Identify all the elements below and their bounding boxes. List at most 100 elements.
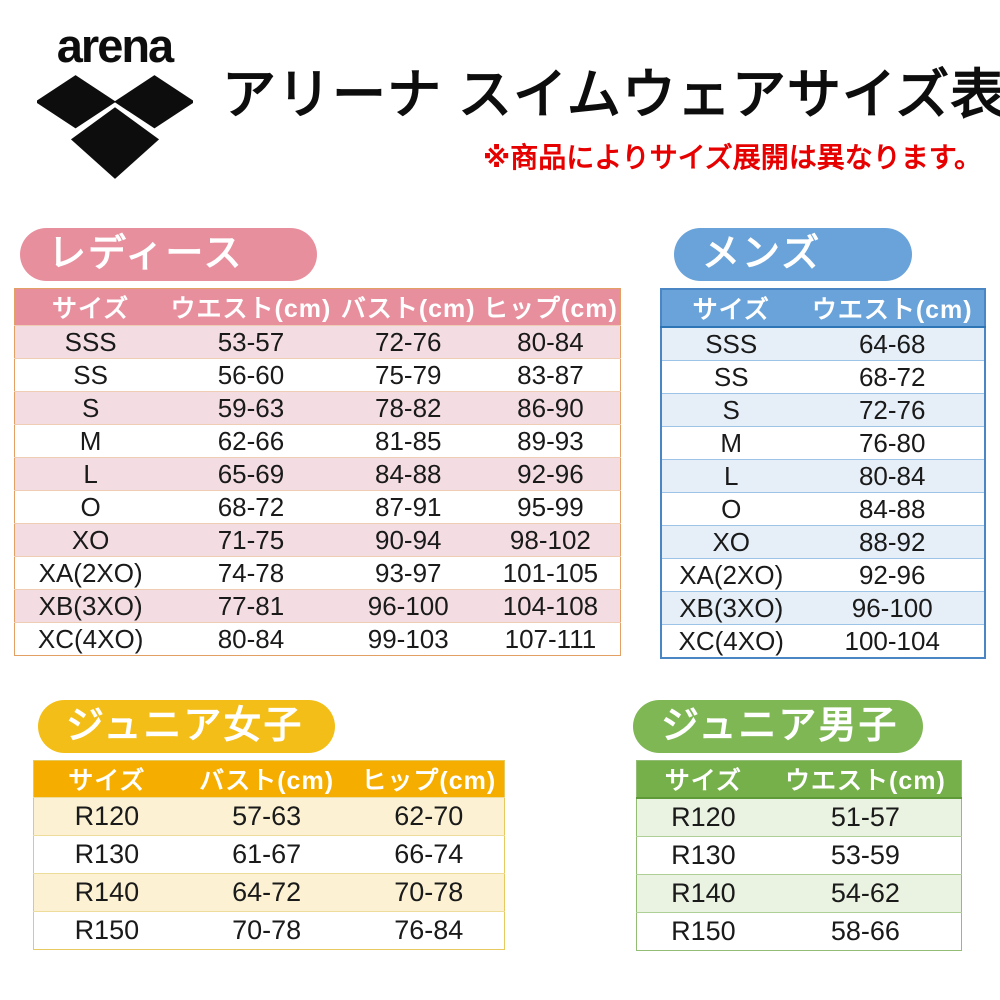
table-cell: 56-60 <box>166 358 336 392</box>
table-row: XB(3XO) 77-81 96-100 104-108 <box>14 589 621 623</box>
table-cell: M <box>661 426 801 460</box>
table-cell: 66-74 <box>353 835 505 874</box>
column-header: サイズ <box>636 760 770 799</box>
table-cell: O <box>661 492 801 526</box>
table-row: M 62-66 81-85 89-93 <box>14 424 621 458</box>
table-row: O 68-72 87-91 95-99 <box>14 490 621 524</box>
table-cell: R130 <box>636 836 770 875</box>
table-cell: 71-75 <box>166 523 336 557</box>
table-row: L 65-69 84-88 92-96 <box>14 457 621 491</box>
table-row: XO 88-92 <box>661 525 985 559</box>
column-header: サイズ <box>33 760 180 798</box>
ladies-header-row: サイズ ウエスト(cm) バスト(cm) ヒップ(cm) <box>14 288 621 326</box>
table-cell: SS <box>661 360 801 394</box>
table-row: S 59-63 78-82 86-90 <box>14 391 621 425</box>
table-cell: 107-111 <box>480 622 621 656</box>
table-cell: S <box>14 391 167 425</box>
table-cell: 72-76 <box>374 326 442 357</box>
table-cell: 80-84 <box>800 459 985 493</box>
table-cell: 99-103 <box>335 622 481 656</box>
junior-boys-header-row: サイズ ウエスト(cm) <box>636 760 962 799</box>
table-row: SS 68-72 <box>661 360 985 394</box>
table-row: SS 56-60 75-79 83-87 <box>14 358 621 392</box>
table-cell: L <box>14 457 167 491</box>
ladies-section: レディース サイズ ウエスト(cm) バスト(cm) ヒップ(cm) SSS 53-57… <box>14 228 621 656</box>
table-cell: 62-66 <box>166 424 336 458</box>
table-cell: 95-99 <box>480 490 621 524</box>
column-header: ヒップ(cm) <box>353 760 505 798</box>
table-cell: 96-100 <box>800 591 985 625</box>
table-cell: R120 <box>74 801 140 831</box>
table-cell: 86-90 <box>480 391 621 425</box>
table-cell: 51-57 <box>830 802 900 832</box>
table-cell: 64-72 <box>179 873 354 912</box>
table-cell: XA(2XO) <box>661 558 801 592</box>
column-header: バスト(cm) <box>179 760 354 798</box>
table-cell: 83-87 <box>480 358 621 392</box>
table-row: R140 64-72 70-78 <box>33 873 505 912</box>
table-cell: SSS <box>64 326 117 357</box>
mens-section: メンズ サイズ ウエスト(cm) SSS 64-68 SS 68-72 S 72-76 M 76… <box>660 228 986 659</box>
table-cell: L <box>661 459 801 493</box>
table-row: XC(4XO) 100-104 <box>661 624 985 658</box>
table-row: R130 61-67 66-74 <box>33 835 505 874</box>
table-cell: M <box>14 424 167 458</box>
table-row: XC(4XO) 80-84 99-103 107-111 <box>14 622 621 656</box>
table-cell: R150 <box>636 912 770 951</box>
table-cell: 101-105 <box>480 556 621 590</box>
table-cell: 70-78 <box>179 911 354 950</box>
table-cell: SSS <box>705 328 758 359</box>
table-cell: 58-66 <box>769 912 962 951</box>
table-cell: 104-108 <box>480 589 621 623</box>
table-cell: S <box>661 393 801 427</box>
table-cell: 53-59 <box>769 836 962 875</box>
table-cell: SS <box>14 358 167 392</box>
arena-logo: arena <box>32 22 197 179</box>
table-row: O 84-88 <box>661 492 985 526</box>
junior-girls-header-row: サイズ バスト(cm) ヒップ(cm) <box>33 760 505 798</box>
junior-girls-section: ジュニア女子 サイズ バスト(cm) ヒップ(cm) R120 57-63 62-70 R… <box>33 700 505 950</box>
table-cell: 70-78 <box>353 873 505 912</box>
column-header: ヒップ(cm) <box>480 288 621 326</box>
table-row: R140 54-62 <box>636 874 962 913</box>
junior-boys-table-body: R120 51-57 R130 53-59 R140 54-62 R150 58-66 <box>636 798 962 951</box>
junior-boys-size-table: サイズ ウエスト(cm) R120 51-57 R130 53-59 R140 54-62 R… <box>636 760 962 951</box>
ladies-size-table: サイズ ウエスト(cm) バスト(cm) ヒップ(cm) SSS 53-57 72-76 8… <box>14 288 621 656</box>
table-cell: R140 <box>33 873 180 912</box>
table-cell: 78-82 <box>335 391 481 425</box>
table-cell: 72-76 <box>800 393 985 427</box>
ladies-table-body: SSS 53-57 72-76 80-84 SS 56-60 75-79 83-87 S 59-6… <box>14 325 621 656</box>
table-cell: 92-96 <box>800 558 985 592</box>
table-cell: XC(4XO) <box>661 624 801 658</box>
table-cell: 84-88 <box>800 492 985 526</box>
table-cell: 59-63 <box>166 391 336 425</box>
table-cell: 62-70 <box>394 801 464 831</box>
mens-header-row: サイズ ウエスト(cm) <box>661 289 985 328</box>
table-cell: 87-91 <box>335 490 481 524</box>
mens-size-table: サイズ ウエスト(cm) SSS 64-68 SS 68-72 S 72-76 M 76-80 L… <box>660 288 986 659</box>
table-cell: 76-80 <box>800 426 985 460</box>
mens-table-body: SSS 64-68 SS 68-72 S 72-76 M 76-80 L 80-84 O 84-88 X… <box>661 327 985 658</box>
junior-girls-size-table: サイズ バスト(cm) ヒップ(cm) R120 57-63 62-70 R130 61-6… <box>33 760 505 950</box>
table-row: XB(3XO) 96-100 <box>661 591 985 625</box>
table-cell: 75-79 <box>335 358 481 392</box>
table-row: R130 53-59 <box>636 836 962 875</box>
table-cell: O <box>14 490 167 524</box>
column-header: ウエスト(cm) <box>166 288 336 326</box>
table-cell: XB(3XO) <box>14 589 167 623</box>
column-header: サイズ <box>661 289 801 328</box>
table-cell: 77-81 <box>166 589 336 623</box>
column-header: バスト(cm) <box>335 288 481 326</box>
junior-boys-section: ジュニア男子 サイズ ウエスト(cm) R120 51-57 R130 53-59 R14… <box>633 700 962 951</box>
table-row: M 76-80 <box>661 426 985 460</box>
table-cell: 90-94 <box>335 523 481 557</box>
table-row: XO 71-75 90-94 98-102 <box>14 523 621 557</box>
table-cell: R140 <box>636 874 770 913</box>
table-cell: 64-68 <box>858 328 926 359</box>
table-cell: 76-84 <box>353 911 505 950</box>
arena-wordmark: arena <box>56 19 174 72</box>
table-cell: 96-100 <box>335 589 481 623</box>
table-cell: 92-96 <box>480 457 621 491</box>
table-row: XA(2XO) 92-96 <box>661 558 985 592</box>
